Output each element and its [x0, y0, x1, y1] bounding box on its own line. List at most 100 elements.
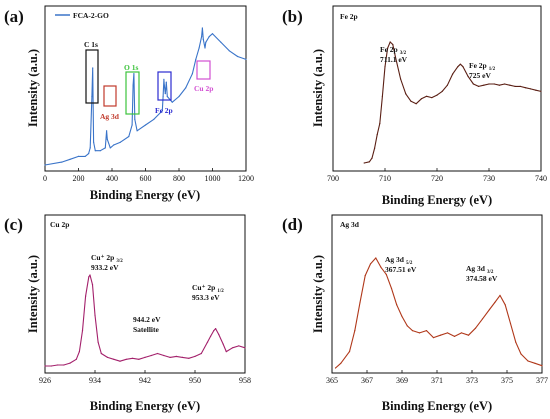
data-point	[171, 101, 173, 103]
data-point	[457, 66, 459, 68]
data-point	[161, 110, 163, 112]
data-point	[389, 41, 391, 43]
data-point	[215, 328, 217, 330]
x-tick-label: 200	[73, 174, 85, 183]
x-tick-label: 730	[483, 174, 495, 183]
peak-label: Fe 2p 1/2	[469, 61, 496, 72]
data-point	[208, 36, 210, 38]
x-tick-label: 950	[189, 376, 201, 385]
data-point	[467, 76, 469, 78]
data-point	[61, 161, 63, 163]
x-tick-label: 942	[139, 376, 151, 385]
data-point	[368, 161, 370, 163]
data-point	[144, 356, 146, 358]
data-point	[228, 50, 230, 52]
peak-value: 374.58 eV	[466, 274, 498, 283]
peak-box-label: Fe 2p	[155, 106, 173, 115]
peak-box-label: Cu 2p	[194, 84, 213, 93]
data-point	[165, 81, 167, 83]
data-point	[63, 364, 65, 366]
x-tick-label: 377	[536, 376, 548, 385]
data-point	[169, 356, 171, 358]
peak-box	[157, 71, 172, 101]
data-point	[113, 358, 115, 360]
data-point	[499, 294, 501, 296]
data-point	[205, 41, 207, 43]
data-point	[231, 347, 234, 349]
data-point	[498, 84, 500, 86]
peak-label-subscript: 1/2	[489, 67, 496, 72]
x-axis-title: Binding Energy (eV)	[382, 399, 492, 413]
data-point	[94, 314, 96, 316]
peak-label: Fe 2p 3/2	[380, 45, 407, 56]
plot-frame	[332, 5, 542, 172]
data-point	[163, 78, 165, 80]
data-point	[211, 33, 214, 35]
data-point	[452, 73, 454, 75]
data-point	[206, 341, 209, 343]
peak-label-main: Ag 3d	[385, 255, 405, 264]
data-point	[99, 150, 101, 152]
data-point	[493, 83, 495, 85]
data-point	[195, 58, 197, 61]
data-point	[439, 334, 442, 336]
peak-label: Cu⁺ 2p 1/2	[192, 283, 224, 294]
data-point	[401, 315, 403, 318]
data-point	[520, 353, 522, 355]
data-point	[348, 351, 351, 353]
panel-letter-b: (b)	[282, 7, 303, 26]
data-point	[185, 87, 187, 89]
data-point	[460, 332, 463, 334]
data-point	[104, 147, 106, 149]
x-ticks: 700 710 720 730 740	[327, 168, 547, 183]
peak-value: 725 eV	[469, 71, 491, 80]
data-point	[509, 84, 511, 86]
data-point	[380, 266, 382, 268]
series-line	[44, 27, 247, 166]
peak-label-main: Fe 2p	[380, 45, 398, 54]
peak-label-subscript: 3/2	[400, 51, 407, 56]
peak-label: Cu⁺ 2p 3/2	[91, 253, 123, 264]
data-point	[420, 98, 422, 100]
data-point	[113, 144, 115, 146]
data-point	[334, 367, 337, 369]
data-point	[69, 362, 71, 364]
data-point	[405, 93, 407, 95]
data-point	[483, 84, 485, 86]
data-point	[181, 356, 184, 358]
data-point	[92, 67, 94, 69]
peak-box	[196, 60, 211, 80]
peak-label-main: Cu⁺ 2p	[192, 283, 215, 292]
data-point	[494, 301, 496, 304]
x-tick-label: 371	[431, 376, 443, 385]
x-tick-label: 1000	[205, 174, 221, 183]
data-point	[218, 333, 220, 335]
series-line-group	[44, 274, 246, 367]
data-point	[387, 47, 389, 49]
data-point	[81, 330, 84, 332]
panel-letter-c: (c)	[4, 215, 23, 234]
data-point	[340, 362, 342, 364]
x-tick-label: 373	[466, 376, 478, 385]
panel-c: (c) Cu 2p 926 934 942 950 958 Cu⁺ 2p 3/2933.2…	[4, 214, 251, 413]
data-point	[97, 341, 99, 343]
x-tick-label: 934	[89, 376, 101, 385]
x-tick-label: 926	[39, 376, 51, 385]
x-tick-label: 720	[431, 174, 443, 183]
data-point	[514, 85, 516, 87]
x-ticks: 0 200 400 600 800 1000 1200	[43, 168, 254, 183]
peak-label-subscript: 1/2	[217, 289, 224, 294]
data-point	[400, 78, 402, 80]
panel-tag: Cu 2p	[50, 220, 69, 229]
data-point	[88, 153, 90, 155]
data-point	[202, 38, 204, 41]
y-axis-title: Intensity (a.u.)	[311, 49, 325, 127]
data-point	[396, 304, 398, 306]
data-point	[244, 347, 246, 349]
y-axis-title: Intensity (a.u.)	[26, 49, 40, 127]
peak-value: 953.3 eV	[192, 293, 220, 302]
data-point	[446, 332, 449, 334]
data-point	[89, 274, 91, 276]
peak-box-label: Ag 3d	[100, 112, 120, 121]
